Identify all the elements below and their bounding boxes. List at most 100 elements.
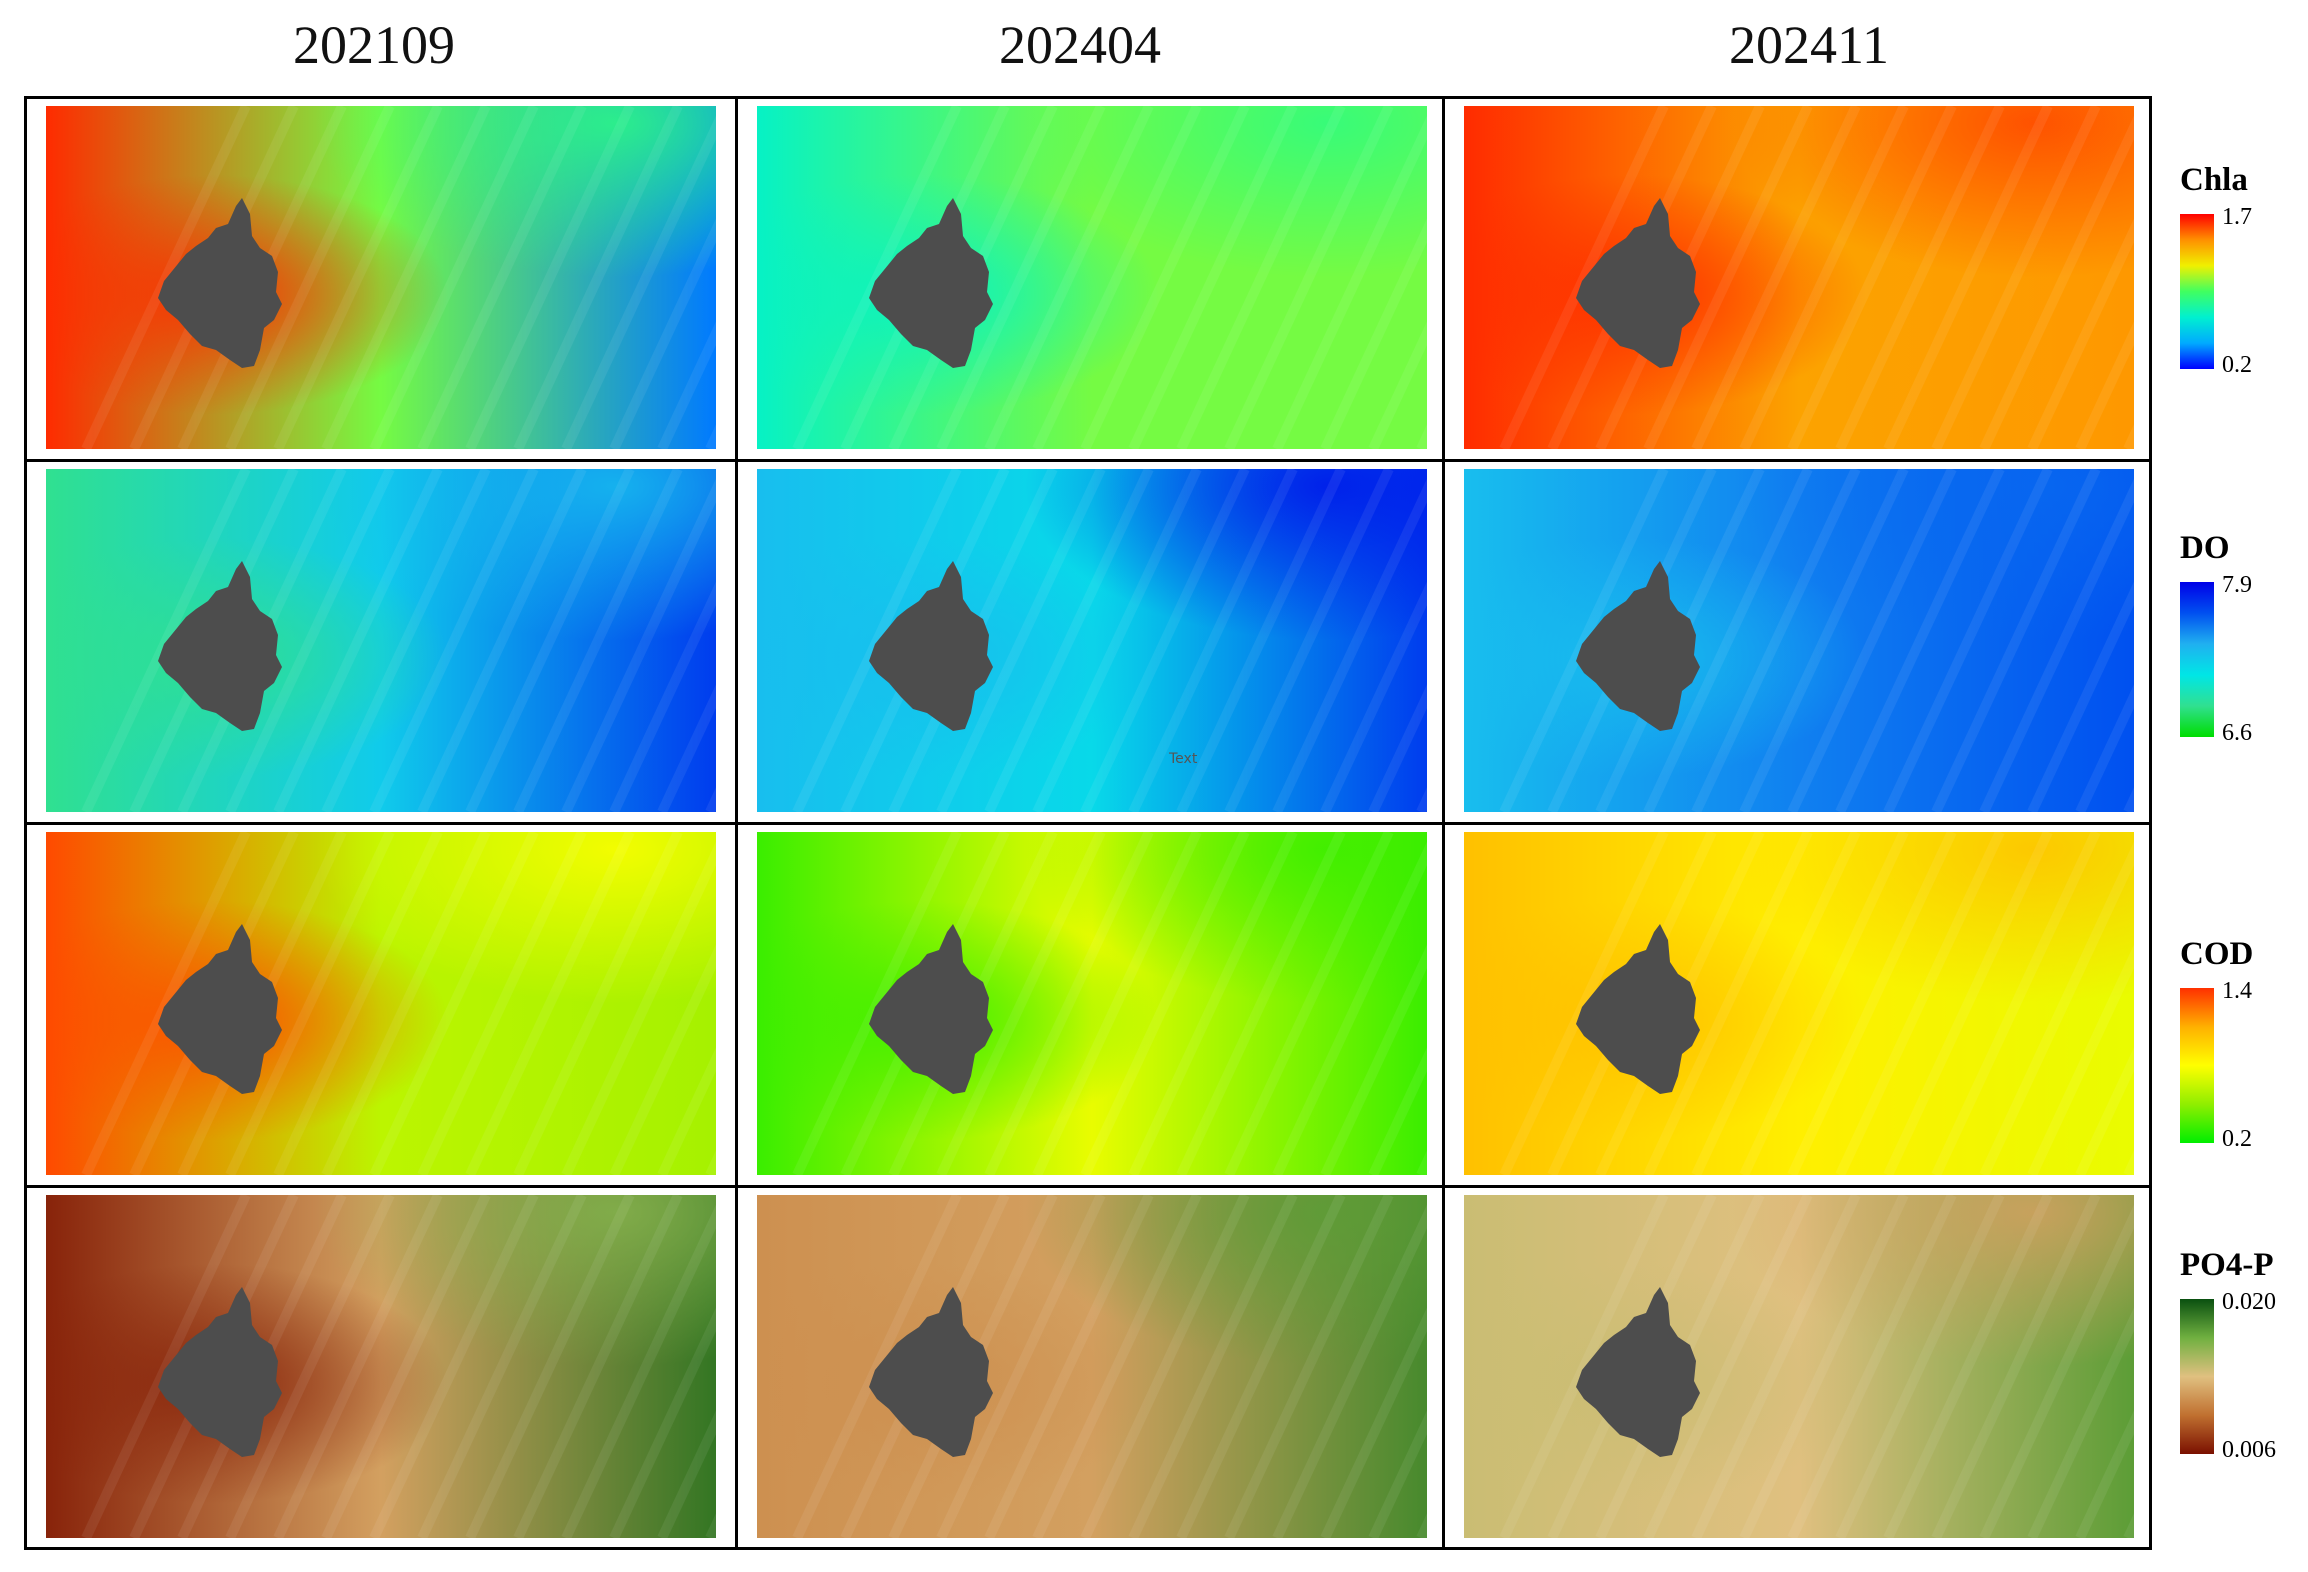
landmass [1576,1287,1700,1457]
texture-streak [321,832,491,1175]
texture-streak [1643,1195,1813,1538]
legend-max-label: 1.7 [2222,204,2252,230]
texture-streak [936,469,1106,812]
texture-streak [792,832,962,1175]
texture-streak [1979,115,2134,449]
legend-max-label: 1.4 [2222,978,2252,1004]
legend-po4p: PO4-P 0.020 0.006 [2172,1247,2308,1477]
texture-streak [225,832,395,1175]
texture-streak [513,1195,683,1538]
texture-streak [984,1195,1154,1538]
texture-streak [321,106,491,449]
landmass [869,561,993,731]
texture-streak [417,1195,587,1538]
texture-streak [561,115,716,449]
texture-streak [1787,832,1957,1175]
legend-min-label: 0.006 [2222,1437,2276,1463]
texture-streak [1128,1195,1298,1538]
texture-streak [1691,469,1861,812]
texture-streak [1979,478,2134,812]
map-panel-po4-p-202404 [757,1195,1427,1538]
legend-title: DO [2180,530,2230,566]
legend-do: DO 7.9 6.6 [2172,530,2308,760]
map-panel-chla-202411 [1464,106,2134,449]
stray-text-label: Text [1168,751,1198,767]
texture-streak [1320,218,1427,449]
texture-streak [2027,944,2134,1175]
legend-min-label: 0.2 [2222,352,2252,378]
texture-streak [1787,469,1957,812]
legend-colorbar [2180,1299,2214,1454]
landmass [158,198,282,368]
texture-streak [609,218,716,449]
texture-streak [1368,1410,1427,1538]
texture-streak [1320,581,1427,812]
landmass [158,924,282,1094]
landmass [869,924,993,1094]
raster-offshore-band [1464,832,2134,1175]
grid-divider [24,822,2152,825]
texture-streak [1835,106,2005,449]
texture-streak [1176,832,1346,1175]
raster-offshore-band [757,1195,1427,1538]
texture-streak [465,1195,635,1538]
texture-streak [2075,1410,2134,1538]
texture-streak [273,469,443,812]
texture-streak [1931,469,2101,812]
texture-streak [225,469,395,812]
texture-streak [273,832,443,1175]
texture-streak [1272,115,1427,449]
texture-streak [1080,832,1250,1175]
texture-streak [1128,832,1298,1175]
legend-max-label: 0.020 [2222,1289,2276,1315]
texture-streak [657,1410,716,1538]
texture-streak [1032,469,1202,812]
texture-streak [561,841,716,1175]
texture-streak [1128,106,1298,449]
texture-streak [1691,106,1861,449]
texture-streak [2075,321,2134,449]
legend-max-label: 7.9 [2222,572,2252,598]
texture-streak [369,1195,539,1538]
texture-streak [1691,832,1861,1175]
texture-streak [417,106,587,449]
texture-streak [936,832,1106,1175]
map-panel-do-202404: Text [757,469,1427,812]
texture-streak [657,684,716,812]
texture-streak [657,1047,716,1175]
texture-streak [417,832,587,1175]
texture-streak [417,469,587,812]
texture-streak [657,321,716,449]
texture-streak [1176,1195,1346,1538]
texture-streak [1931,1195,2101,1538]
column-title-3: 202411 [1729,15,1889,75]
texture-streak [2075,684,2134,812]
texture-streak [273,106,443,449]
texture-streak [1787,106,1957,449]
texture-streak [984,832,1154,1175]
legend-min-label: 0.2 [2222,1126,2252,1152]
texture-streak [1320,944,1427,1175]
texture-streak [792,106,962,449]
texture-streak [1499,469,1669,812]
texture-streak [465,469,635,812]
texture-streak [1643,832,1813,1175]
texture-streak [81,1195,251,1538]
texture-streak [465,106,635,449]
legend-colorbar [2180,582,2214,737]
texture-streak [1224,1195,1394,1538]
texture-streak [609,944,716,1175]
texture-streak [1979,1204,2134,1538]
landmass [158,561,282,731]
legend-chla: Chla 1.7 0.2 [2172,162,2308,392]
landmass [158,1287,282,1457]
texture-streak [1883,106,2053,449]
texture-streak [1883,469,2053,812]
texture-streak [321,469,491,812]
legend-colorbar [2180,214,2214,369]
map-panel-cod-202109 [46,832,716,1175]
map-panel-cod-202411 [1464,832,2134,1175]
texture-streak [1979,841,2134,1175]
texture-streak [792,1195,962,1538]
texture-streak [1691,1195,1861,1538]
